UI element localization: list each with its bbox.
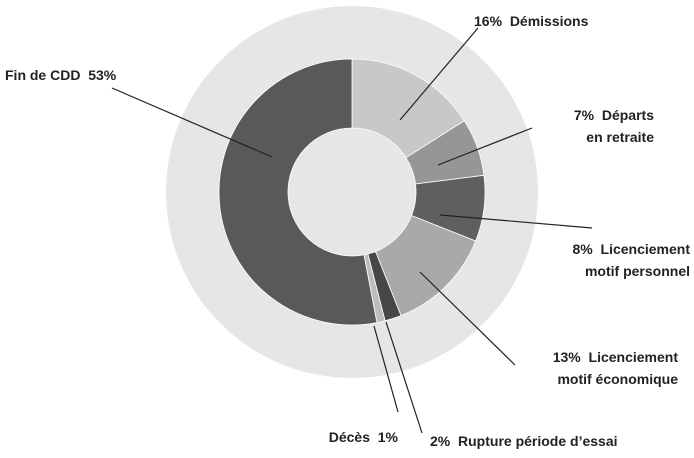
category-label: Départs en retraite xyxy=(586,107,654,145)
slice-label: 2% Rupture période d’essai xyxy=(430,430,618,452)
category-label: Démissions xyxy=(509,13,589,29)
slice-label: Décès 1% xyxy=(329,426,398,448)
value-label: 2% xyxy=(430,433,451,449)
leader-line xyxy=(373,325,399,413)
leader-line xyxy=(437,127,533,166)
category-label: Licenciement motif économique xyxy=(557,349,678,387)
leader-line xyxy=(385,321,423,434)
value-label: 7% xyxy=(573,107,595,123)
leader-line xyxy=(419,271,516,366)
slice-label: 8% Licenciement motif personnel xyxy=(573,238,691,282)
value-label: 1% xyxy=(377,429,398,445)
leader-line xyxy=(111,87,273,158)
value-label: 53% xyxy=(88,67,117,83)
category-label: Fin de CDD xyxy=(5,67,81,83)
slice-label: 13% Licenciement motif économique xyxy=(553,346,678,390)
value-label: 8% xyxy=(572,241,593,257)
leader-line xyxy=(399,27,479,121)
slice-label: 16% Démissions xyxy=(474,10,588,32)
category-label: Décès xyxy=(328,429,370,445)
value-label: 13% xyxy=(552,349,581,365)
category-label: Rupture période d’essai xyxy=(458,433,618,449)
donut-slice xyxy=(218,58,378,326)
leader-line xyxy=(439,214,593,229)
slice-label: 7% Départs en retraite xyxy=(574,104,654,148)
value-label: 16% xyxy=(474,13,503,29)
slice-label: Fin de CDD 53% xyxy=(5,64,116,86)
category-label: Licenciement motif personnel xyxy=(584,241,690,279)
